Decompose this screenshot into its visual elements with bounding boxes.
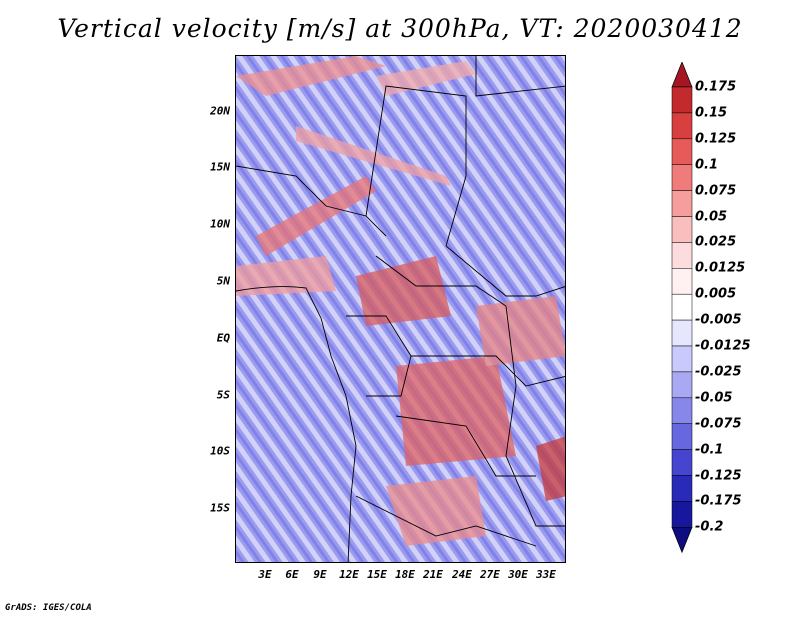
colorbar-top-arrow xyxy=(671,62,693,88)
colorbar-level-label: 0.15 xyxy=(695,105,728,121)
lat-label-eq: EQ xyxy=(216,331,230,345)
chart-title: Vertical velocity [m/s] at 300hPa, VT: 2… xyxy=(57,14,743,43)
colorbar-segment xyxy=(671,190,693,217)
country-borders xyxy=(236,56,565,562)
colorbar-level-label: 0.075 xyxy=(695,183,737,199)
colorbar-level-label: 0.1 xyxy=(695,157,719,173)
colorbar-level-label: -0.175 xyxy=(695,493,742,509)
lon-label-6e: 6E xyxy=(285,568,299,581)
lon-label-9e: 9E xyxy=(313,568,327,581)
colorbar-segment xyxy=(671,371,693,399)
lat-label-5s: 5S xyxy=(216,388,230,402)
colorbar-segment xyxy=(671,216,693,243)
colorbar-segment xyxy=(671,319,693,347)
colorbar xyxy=(671,62,693,554)
lon-label-33e: 33E xyxy=(536,568,556,581)
colorbar-segment xyxy=(671,86,693,114)
footer-credit: GrADS: IGES/COLA xyxy=(5,603,92,613)
colorbar-level-label: -0.2 xyxy=(695,519,724,535)
lon-label-24e: 24E xyxy=(452,568,472,581)
lat-label-15s: 15S xyxy=(210,501,230,515)
colorbar-segment xyxy=(671,112,693,140)
lat-label-10s: 10S xyxy=(210,444,230,458)
lat-label-10n: 10N xyxy=(210,217,230,231)
colorbar-level-label: 0.0125 xyxy=(695,260,746,276)
colorbar-level-label: -0.125 xyxy=(695,468,742,483)
colorbar-segment xyxy=(671,293,693,321)
lon-label-3e: 3E xyxy=(258,568,272,581)
colorbar-segment xyxy=(671,164,693,191)
colorbar-level-label: -0.0125 xyxy=(695,338,751,354)
lon-label-18e: 18E xyxy=(395,568,415,581)
lon-label-30e: 30E xyxy=(508,568,528,581)
colorbar-segment xyxy=(671,501,693,528)
map-panel xyxy=(235,55,566,563)
colorbar-segment xyxy=(671,242,693,269)
colorbar-segment xyxy=(671,449,693,476)
lon-label-27e: 27E xyxy=(480,568,500,581)
updraft-patches xyxy=(236,56,565,546)
colorbar-segment xyxy=(671,268,693,295)
velocity-field xyxy=(236,56,565,562)
colorbar-bottom-arrow xyxy=(671,526,693,554)
lon-label-15e: 15E xyxy=(367,568,387,581)
colorbar-level-label: 0.175 xyxy=(695,79,737,95)
colorbar-level-label: 0.05 xyxy=(695,209,728,224)
colorbar-level-label: -0.1 xyxy=(695,442,724,458)
lon-label-12e: 12E xyxy=(339,568,359,581)
colorbar-level-label: -0.025 xyxy=(695,364,742,380)
lat-label-20n: 20N xyxy=(210,104,230,118)
colorbar-segment xyxy=(671,423,693,450)
colorbar-level-label: 0.005 xyxy=(695,286,737,302)
colorbar-level-label: -0.075 xyxy=(695,416,742,432)
colorbar-segment xyxy=(671,345,693,373)
colorbar-segment xyxy=(671,397,693,424)
colorbar-segment xyxy=(671,475,693,502)
colorbar-level-label: -0.05 xyxy=(695,390,733,406)
colorbar-level-label: 0.125 xyxy=(695,131,737,147)
colorbar-level-label: -0.005 xyxy=(695,312,742,328)
colorbar-segment xyxy=(671,138,693,165)
colorbar-level-label: 0.025 xyxy=(695,234,737,250)
lat-label-15n: 15N xyxy=(210,160,230,174)
lon-label-21e: 21E xyxy=(423,568,443,581)
lat-label-5n: 5N xyxy=(216,274,230,288)
